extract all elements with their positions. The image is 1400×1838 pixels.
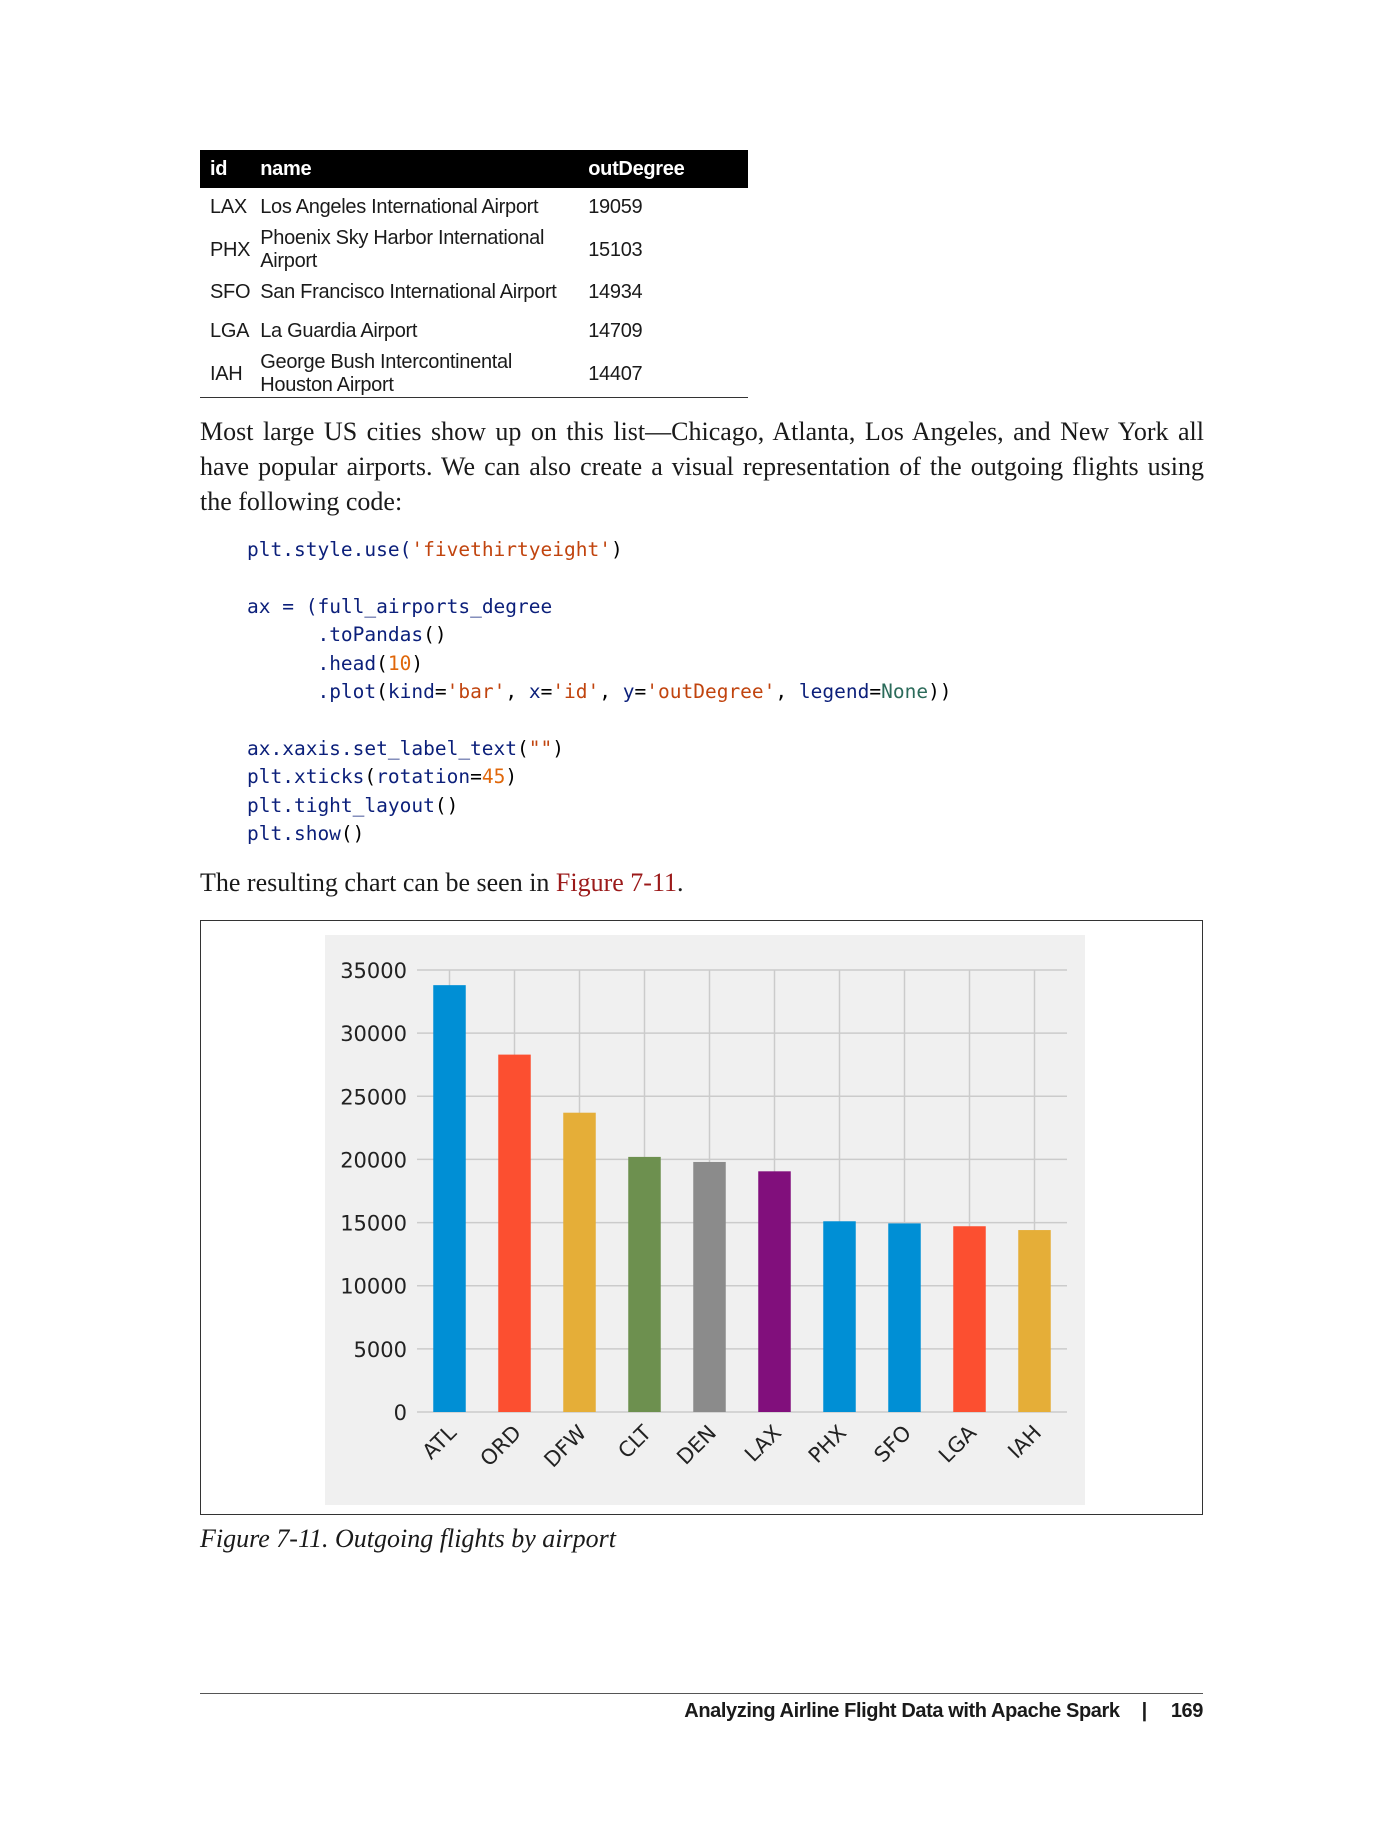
- code-token: x: [528, 680, 541, 704]
- bar: [758, 1171, 791, 1412]
- col-header-name: name: [260, 157, 312, 180]
- footer-separator: |: [1141, 1700, 1148, 1722]
- code-token: kind: [387, 680, 435, 704]
- y-tick-label: 15000: [340, 1212, 407, 1236]
- bar: [628, 1156, 661, 1412]
- table-row: SFO San Francisco International Airport …: [200, 273, 748, 312]
- code-token: None: [881, 680, 929, 704]
- y-tick-label: 20000: [340, 1148, 407, 1172]
- code-token: (): [423, 623, 447, 647]
- figure-frame: [200, 920, 1203, 1515]
- cell-outdegree: 14407: [578, 351, 748, 398]
- cell-id: LGA: [210, 320, 250, 342]
- table-row: PHX Phoenix Sky Harbor International Air…: [200, 227, 748, 273]
- bar: [953, 1226, 986, 1412]
- paragraph-text: The resulting chart can be seen in: [200, 868, 556, 897]
- body-paragraph: Most large US cities show up on this lis…: [200, 417, 1204, 516]
- y-tick-label: 10000: [340, 1275, 407, 1299]
- code-token: rotation: [376, 765, 471, 789]
- code-token: full_airports_degree: [317, 594, 553, 618]
- footer-chapter-title: Analyzing Airline Flight Data with Apach…: [684, 1700, 1120, 1722]
- cell-name: La Guardia Airport: [260, 320, 418, 342]
- code-token: 'outDegree': [646, 680, 776, 704]
- figure-link[interactable]: Figure 7-11: [555, 868, 677, 897]
- table-header-row: id name outDegree: [200, 150, 748, 188]
- code-token: ax.xaxis.set_label_text: [247, 736, 518, 760]
- code-token: ax = (: [247, 594, 318, 618]
- y-tick-label: 0: [394, 1401, 407, 1425]
- y-tick-label: 25000: [340, 1085, 407, 1109]
- cell-id: LAX: [210, 196, 247, 218]
- table-row: LAX Los Angeles International Airport 19…: [200, 188, 748, 227]
- cell-name: George Bush Intercontinental Houston Air…: [250, 351, 579, 398]
- cell-name: San Francisco International Airport: [260, 281, 557, 303]
- cell-id: PHX: [210, 238, 251, 261]
- bar: [498, 1054, 531, 1412]
- code-token: 10: [387, 651, 412, 675]
- code-token: plt.show: [247, 822, 341, 846]
- bar: [1018, 1230, 1051, 1412]
- code-token: .plot: [317, 680, 377, 704]
- cell-outdegree: 14709: [588, 320, 643, 342]
- y-tick-label: 30000: [340, 1022, 407, 1046]
- cell-id: SFO: [210, 281, 251, 303]
- cell-name: Los Angeles International Airport: [260, 196, 539, 218]
- col-header-outdegree: outDegree: [588, 157, 685, 180]
- code-token: 'bar': [446, 680, 506, 704]
- bar: [823, 1221, 856, 1412]
- body-paragraph-figure-ref: The resulting chart can be seen in Figur…: [200, 865, 1204, 900]
- cell-id: IAH: [200, 351, 251, 398]
- cell-outdegree: 15103: [588, 238, 643, 261]
- code-token: ): [610, 538, 623, 561]
- code-token: plt.style.use(: [247, 538, 412, 561]
- code-token: plt.tight_layout: [247, 793, 435, 817]
- code-token: 'fivethirtyeight': [411, 538, 611, 561]
- code-listing: plt.style.use('fivethirtyeight') ax = (f…: [247, 538, 952, 846]
- footer-rule: [200, 1693, 1203, 1694]
- code-token: 'id': [552, 680, 600, 704]
- code-token: "": [528, 736, 553, 760]
- cell-outdegree: 14934: [588, 281, 643, 303]
- code-token: 45: [481, 765, 506, 789]
- code-token: y: [622, 680, 635, 704]
- code-token: .toPandas: [317, 623, 424, 647]
- figure-caption: Figure 7-11. Outgoing flights by airport: [200, 1524, 616, 1553]
- code-token: legend: [798, 680, 870, 704]
- bar: [888, 1223, 921, 1412]
- airport-outdegree-table: id name outDegree LAX Los Angeles Intern…: [200, 150, 748, 398]
- y-tick-label: 35000: [340, 959, 407, 983]
- paragraph-text: .: [677, 868, 684, 897]
- bar: [693, 1161, 726, 1412]
- cell-outdegree: 19059: [588, 196, 643, 218]
- col-header-id: id: [210, 157, 228, 180]
- code-token: plt.xticks: [247, 765, 365, 789]
- cell-name: Phoenix Sky Harbor International Airport: [260, 227, 545, 272]
- bar: [433, 985, 466, 1412]
- table-row: IAH George Bush Intercontinental Houston…: [200, 351, 748, 398]
- page-number: 169: [1170, 1700, 1204, 1722]
- table-row: LGA La Guardia Airport 14709: [200, 312, 748, 351]
- bar: [563, 1112, 596, 1412]
- running-footer: Analyzing Airline Flight Data with Apach…: [684, 1700, 1203, 1723]
- y-tick-label: 5000: [354, 1338, 407, 1362]
- code-token: .head: [317, 651, 377, 675]
